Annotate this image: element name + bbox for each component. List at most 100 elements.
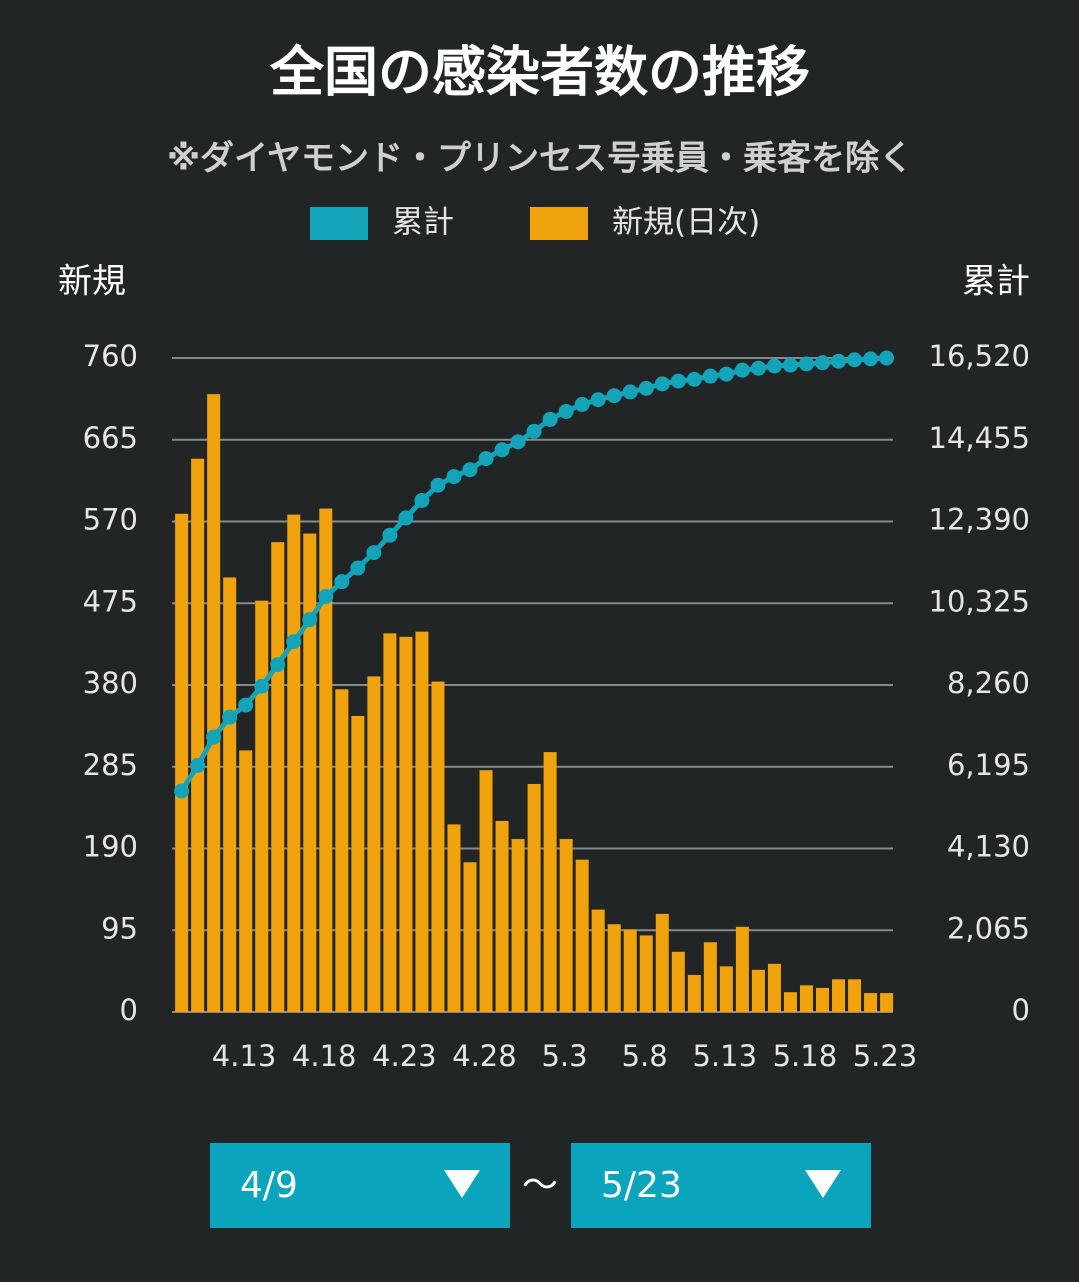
dropdown-arrow[interactable] [805,1170,841,1198]
y2-tick-label: 2,065 [947,911,1030,945]
line-point [174,783,190,799]
chart-subtitle: ※ダイヤモンド・プリンセス号乗員・乗客を除く [167,139,913,179]
bar [463,862,477,1012]
line-point [815,355,831,371]
line-point [254,678,270,694]
x-tick-label: 4.18 [292,1039,357,1073]
x-tick-label: 4.28 [452,1039,517,1073]
y2-tick-label: 4,130 [947,830,1030,864]
bar [767,963,781,1012]
x-tick-label: 5.18 [773,1039,838,1073]
line-point [686,371,702,387]
line-point [750,360,766,376]
x-tick-label: 5.8 [622,1039,668,1073]
y-tick-label: 190 [83,830,138,864]
bar [719,966,733,1012]
line-point [590,392,606,408]
y-tick-label: 475 [83,584,138,618]
dropdown-arrow[interactable] [444,1170,480,1198]
line-point [334,574,350,590]
legend-swatch [530,207,588,240]
line-point [414,492,430,508]
line-point [718,366,734,382]
legend-swatch [310,207,368,240]
line-point [222,709,238,725]
line-point [831,353,847,369]
line-point [702,368,718,384]
line-point [494,442,510,458]
y2-tick-label: 12,390 [929,503,1030,537]
bar [751,969,765,1012]
x-tick-label: 5.3 [541,1039,587,1073]
line-point [382,527,398,543]
line-point [638,380,654,396]
y2-tick-label: 10,325 [929,584,1030,618]
y-tick-label: 285 [83,748,138,782]
bar [655,913,669,1012]
y-axis-label: 新規 [58,262,126,302]
line-point [366,545,382,561]
bar [431,681,445,1012]
line-point [847,352,863,368]
line-point [879,350,895,366]
bar [832,979,846,1012]
bar [319,508,333,1012]
bar [447,824,461,1012]
y2-axis-label: 累計 [962,262,1030,302]
bar [415,631,429,1012]
y-tick-label: 380 [83,666,138,700]
line-point [206,729,222,745]
line-point [302,612,318,628]
bar [351,715,365,1012]
line-point [622,384,638,400]
range-from[interactable]: 4/9 [210,1143,510,1228]
line-point [863,351,879,367]
bar [623,929,637,1012]
bar [367,676,381,1012]
bar [543,752,557,1012]
y2-tick-label: 16,520 [929,339,1030,373]
line-point [190,758,206,774]
bar [335,689,349,1012]
line-point [670,373,686,389]
legend-label: 累計 [392,205,454,241]
bar [783,992,797,1012]
dropdown-value[interactable]: 4/9 [240,1165,298,1206]
bar [559,839,573,1012]
line-point [574,396,590,412]
bar [880,993,894,1012]
bar [479,770,493,1012]
chart-title: 全国の感染者数の推移 [269,41,810,104]
x-tick-label: 4.13 [212,1039,277,1073]
line-point [654,376,670,392]
bar [191,458,205,1012]
bar [175,513,189,1012]
bar [223,577,237,1012]
line-point [766,358,782,374]
range-to[interactable]: 5/23 [571,1143,871,1228]
bar [255,600,269,1012]
bar [287,514,301,1012]
y2-tick-label: 6,195 [947,748,1030,782]
bar [687,974,701,1012]
bar [703,942,717,1012]
bar [864,993,878,1012]
dropdown-value[interactable]: 5/23 [601,1165,682,1206]
line-point [430,477,446,493]
bar [239,750,253,1012]
bar [848,979,862,1012]
y2-tick-label: 8,260 [947,666,1030,700]
line-point [510,434,526,450]
bar [799,985,813,1012]
x-tick-label: 5.13 [692,1039,757,1073]
bar [607,924,621,1012]
bar [671,951,685,1012]
y-tick-label: 570 [83,503,138,537]
bar [399,636,413,1012]
bar [495,820,509,1012]
bar [591,909,605,1012]
bar [639,935,653,1012]
y-tick-label: 665 [83,421,138,455]
